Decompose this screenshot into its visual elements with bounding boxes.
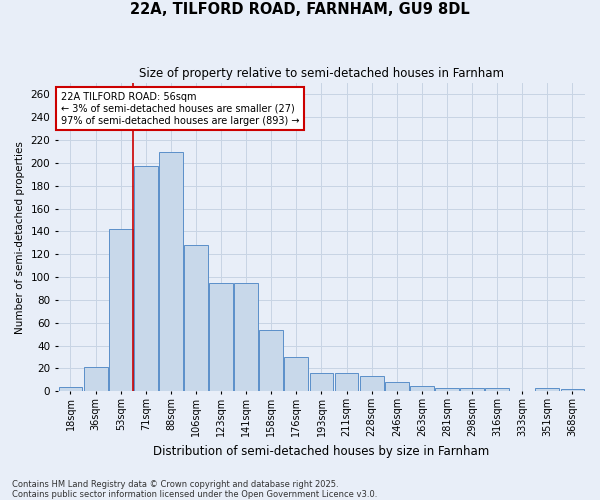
Bar: [59, 386, 82, 391]
Bar: [234, 283, 258, 391]
Bar: [460, 388, 484, 391]
Text: 22A TILFORD ROAD: 56sqm
← 3% of semi-detached houses are smaller (27)
97% of sem: 22A TILFORD ROAD: 56sqm ← 3% of semi-det…: [61, 92, 299, 126]
Bar: [410, 386, 434, 391]
Bar: [159, 152, 183, 391]
Bar: [485, 388, 509, 391]
Bar: [83, 368, 107, 391]
Bar: [310, 373, 334, 391]
Bar: [435, 388, 459, 391]
Bar: [284, 357, 308, 391]
Y-axis label: Number of semi-detached properties: Number of semi-detached properties: [15, 140, 25, 334]
Text: 22A, TILFORD ROAD, FARNHAM, GU9 8DL: 22A, TILFORD ROAD, FARNHAM, GU9 8DL: [130, 2, 470, 18]
Title: Size of property relative to semi-detached houses in Farnham: Size of property relative to semi-detach…: [139, 68, 504, 80]
Bar: [385, 382, 409, 391]
Bar: [560, 389, 584, 391]
X-axis label: Distribution of semi-detached houses by size in Farnham: Distribution of semi-detached houses by …: [154, 444, 490, 458]
Bar: [360, 376, 383, 391]
Bar: [259, 330, 283, 391]
Bar: [535, 388, 559, 391]
Text: Contains HM Land Registry data © Crown copyright and database right 2025.
Contai: Contains HM Land Registry data © Crown c…: [12, 480, 377, 499]
Bar: [134, 166, 158, 391]
Bar: [109, 229, 133, 391]
Bar: [184, 245, 208, 391]
Bar: [335, 373, 358, 391]
Bar: [209, 283, 233, 391]
